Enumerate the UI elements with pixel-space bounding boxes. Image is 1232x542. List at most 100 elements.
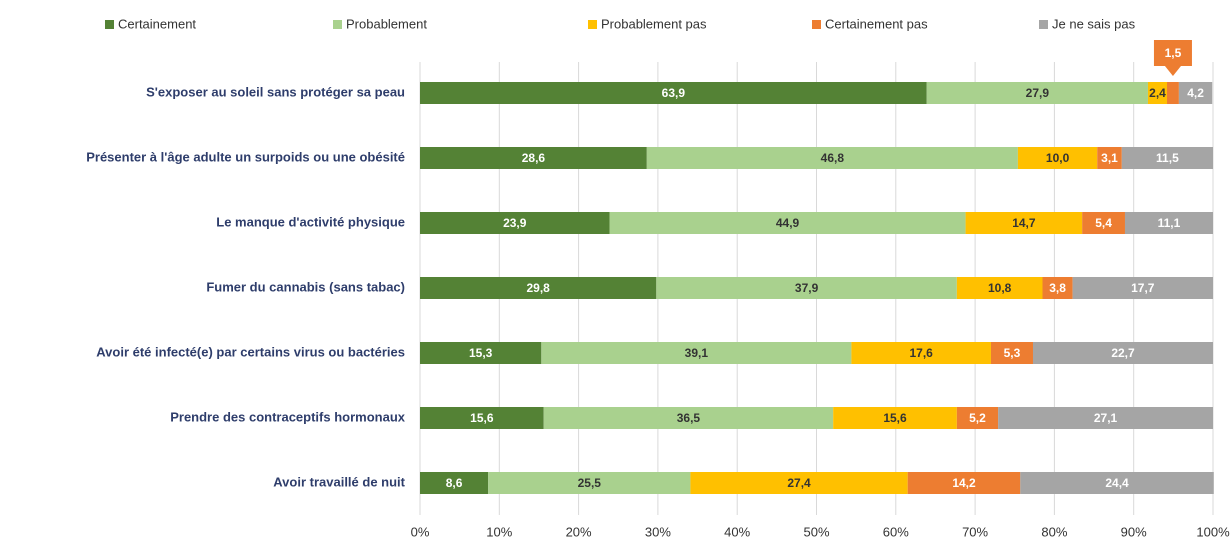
bar-segment (1097, 147, 1122, 169)
legend-swatch (812, 20, 821, 29)
bar-segment (1082, 212, 1125, 234)
category-label: Présenter à l'âge adulte un surpoids ou … (86, 149, 405, 164)
bar-segment (420, 342, 542, 364)
bar-segment (420, 407, 544, 429)
value-label: 3,8 (1049, 281, 1066, 295)
x-tick-label: 40% (724, 524, 750, 539)
category-label: Le manque d'activité physique (216, 214, 405, 229)
bar-segment (541, 342, 852, 364)
value-label: 14,7 (1012, 216, 1036, 230)
bar-segment (420, 212, 610, 234)
legend-label: Certainement pas (825, 16, 928, 31)
bar-segment (420, 472, 489, 494)
legend-label: Probablement pas (601, 16, 707, 31)
bar-segment (1178, 82, 1213, 104)
bar-segment (956, 277, 1043, 299)
x-tick-label: 60% (883, 524, 909, 539)
category-label: S'exposer au soleil sans protéger sa pea… (146, 84, 405, 99)
bar-segment (656, 277, 957, 299)
bar-segment (420, 82, 927, 104)
legend-swatch (588, 20, 597, 29)
bar-segment (990, 342, 1033, 364)
bar-segment (1042, 277, 1073, 299)
bar-segment (998, 407, 1213, 429)
value-label: 8,6 (446, 476, 463, 490)
bar-segment (543, 407, 834, 429)
value-label: 27,4 (787, 476, 811, 490)
value-label: 25,5 (578, 476, 602, 490)
bar-segment (833, 407, 957, 429)
bar-segment (690, 472, 908, 494)
value-label: 29,8 (526, 281, 550, 295)
legend-swatch (333, 20, 342, 29)
x-tick-label: 80% (1041, 524, 1067, 539)
value-label: 15,3 (469, 346, 493, 360)
legend-swatch (1039, 20, 1048, 29)
value-label: 44,9 (776, 216, 800, 230)
bar-segment (926, 82, 1148, 104)
bar-segment (420, 277, 657, 299)
category-label: Avoir été infecté(e) par certains virus … (96, 344, 405, 359)
value-label: 4,2 (1187, 86, 1204, 100)
category-label: Prendre des contraceptifs hormonaux (170, 409, 406, 424)
value-label: 27,1 (1094, 411, 1118, 425)
bar-segment (1032, 342, 1213, 364)
x-tick-label: 20% (566, 524, 592, 539)
value-label: 22,7 (1111, 346, 1135, 360)
bar-segment (609, 212, 966, 234)
callout-box (1153, 40, 1192, 66)
x-tick-label: 30% (645, 524, 671, 539)
x-tick-label: 50% (803, 524, 829, 539)
bar-segment (1167, 82, 1179, 104)
value-label: 36,5 (677, 411, 701, 425)
value-label: 10,0 (1046, 151, 1070, 165)
legend-label: Je ne sais pas (1052, 16, 1136, 31)
value-label: 27,9 (1026, 86, 1050, 100)
value-label: 39,1 (685, 346, 709, 360)
value-label: 63,9 (662, 86, 686, 100)
value-label: 17,7 (1131, 281, 1155, 295)
legend-swatch (105, 20, 114, 29)
value-label: 23,9 (503, 216, 527, 230)
value-label: 1,5 (1165, 46, 1182, 60)
value-label: 15,6 (470, 411, 494, 425)
bar-segment (646, 147, 1018, 169)
value-label: 11,5 (1156, 151, 1179, 165)
bar-segment (1017, 147, 1098, 169)
value-label: 3,1 (1101, 151, 1118, 165)
bar-segment (1072, 277, 1213, 299)
category-label: Avoir travaillé de nuit (273, 474, 405, 489)
value-label: 5,3 (1004, 346, 1021, 360)
legend-label: Probablement (346, 16, 427, 31)
value-label: 37,9 (795, 281, 819, 295)
bar-segment (1020, 472, 1214, 494)
value-label: 28,6 (522, 151, 546, 165)
value-label: 14,2 (952, 476, 976, 490)
bar-segment (488, 472, 691, 494)
bar-segment (1121, 147, 1213, 169)
value-label: 24,4 (1105, 476, 1129, 490)
value-label: 5,2 (969, 411, 986, 425)
x-tick-label: 10% (486, 524, 512, 539)
x-tick-label: 100% (1196, 524, 1230, 539)
value-label: 10,8 (988, 281, 1012, 295)
bar-segment (965, 212, 1083, 234)
value-label: 46,8 (821, 151, 845, 165)
x-tick-label: 70% (962, 524, 988, 539)
value-label: 2,4 (1149, 86, 1166, 100)
callout-arrow (1164, 66, 1181, 76)
legend-label: Certainement (118, 16, 196, 31)
bar-segment (956, 407, 999, 429)
bar-segment (907, 472, 1021, 494)
value-label: 17,6 (909, 346, 933, 360)
bar-segment (1124, 212, 1213, 234)
bar-segment (1147, 82, 1168, 104)
value-label: 5,4 (1095, 216, 1112, 230)
x-tick-label: 0% (411, 524, 430, 539)
value-label: 11,1 (1158, 216, 1181, 230)
bar-segment (420, 147, 647, 169)
x-tick-label: 90% (1121, 524, 1147, 539)
value-label: 15,6 (883, 411, 907, 425)
category-label: Fumer du cannabis (sans tabac) (206, 279, 405, 294)
